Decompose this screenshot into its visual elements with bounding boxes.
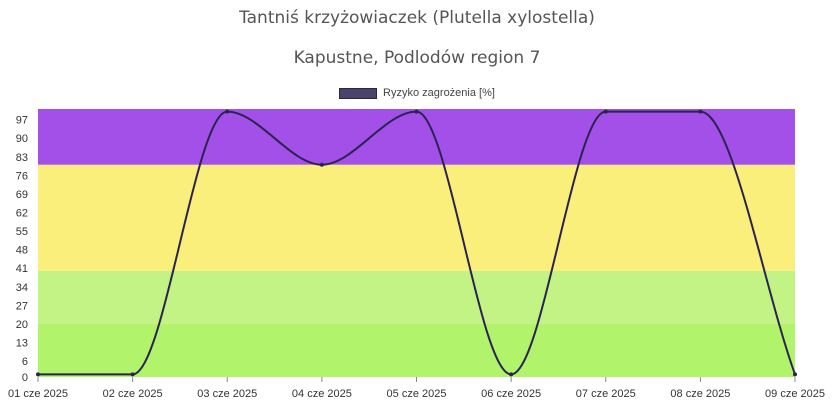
chart-title: Tantniś krzyżowiaczek (Plutella xylostel… [239,8,595,28]
series-line-0 [37,110,796,376]
legend-label: Ryzyko zagrożenia [%] [383,87,495,99]
data-point[interactable] [36,372,40,377]
y-tick-label: 83 [16,152,28,164]
risk-bands [38,109,795,377]
x-tick-label: 03 cze 2025 [197,388,257,400]
data-point[interactable] [414,109,419,114]
data-point[interactable] [225,109,230,114]
y-tick-label: 90 [16,133,28,145]
data-point[interactable] [698,109,703,114]
x-tick-label: 06 cze 2025 [481,388,541,400]
x-tick-label: 05 cze 2025 [387,388,447,400]
y-tick-label: 55 [16,226,28,238]
risk-band-3 [38,109,795,165]
y-tick-label: 34 [16,282,28,294]
y-tick-label: 13 [16,338,28,350]
data-point[interactable] [509,372,514,377]
y-tick-label: 41 [16,263,28,275]
risk-band-2 [38,164,795,271]
y-axis: 0 6 13 20 27 34 41 48 55 62 69 76 83 90 97 [16,115,28,384]
x-tick-label: 09 cze 2025 [765,388,825,400]
legend-swatch [339,87,378,99]
y-tick-label: 6 [22,356,28,368]
chart-subtitle: Kapustne, Podlodów region 7 [293,48,541,68]
series-layer [36,109,797,377]
y-tick-label: 27 [16,300,28,312]
data-point[interactable] [603,109,608,114]
y-tick-label: 0 [22,372,28,384]
y-tick-label: 97 [16,115,28,127]
y-tick-label: 20 [16,319,28,331]
y-tick-label: 76 [16,170,28,182]
data-point[interactable] [130,372,135,377]
risk-band-1 [38,270,795,324]
x-tick-label: 01 cze 2025 [8,388,68,400]
x-tick-label: 08 cze 2025 [670,388,730,400]
risk-band-0 [38,323,795,377]
x-tick-label: 07 cze 2025 [576,388,636,400]
legend[interactable]: Ryzyko zagrożenia [%] [0,87,834,99]
data-point[interactable] [319,162,324,167]
y-tick-label: 62 [16,207,28,219]
data-point[interactable] [793,372,797,377]
x-tick-label: 04 cze 2025 [292,388,352,400]
y-tick-label: 48 [16,245,28,257]
x-tick-label: 02 cze 2025 [103,388,163,400]
y-tick-label: 69 [16,189,28,201]
x-axis: 01 cze 2025 02 cze 2025 03 cze 2025 04 cze … [8,377,825,400]
